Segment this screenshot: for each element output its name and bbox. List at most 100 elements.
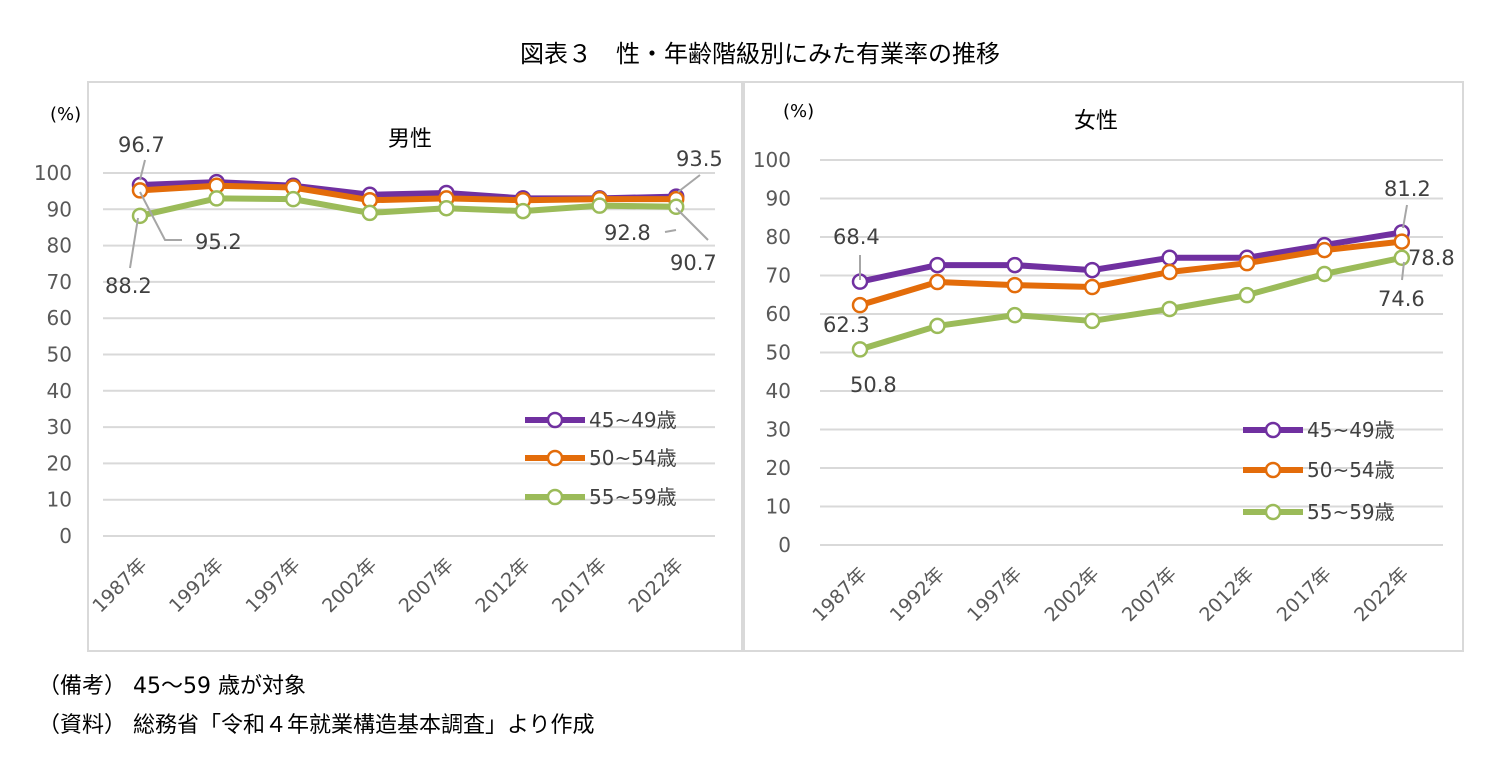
label-leader-line [139, 159, 146, 181]
label-leader-line [129, 217, 139, 269]
legend-marker [1264, 421, 1282, 439]
y-tick-label: 20 [766, 456, 791, 480]
label-leader-line [664, 229, 677, 233]
series-line [859, 238, 1403, 309]
legend-marker [546, 488, 564, 506]
data-point [131, 182, 149, 199]
y-tick-label: 90 [766, 187, 791, 211]
note-remarks: （備考） 45～59 歳が対象 [38, 674, 306, 699]
y-tick-label: 10 [47, 488, 72, 512]
y-tick-label: 70 [47, 270, 72, 294]
data-point [1161, 263, 1178, 281]
y-axis-unit: (%) [50, 104, 81, 125]
data-point [1161, 300, 1178, 318]
data-point [1238, 254, 1256, 272]
y-tick-label: 90 [47, 197, 72, 221]
series-line [859, 229, 1403, 285]
y-tick-label: 40 [47, 379, 72, 403]
series-line [139, 182, 677, 204]
y-tick-label: 10 [766, 495, 791, 519]
legend-marker [546, 449, 564, 467]
chart-title: 女性 [1074, 109, 1118, 134]
legend-marker [546, 411, 564, 429]
data-point [1006, 276, 1024, 294]
label-leader-line [1401, 261, 1405, 281]
x-tick-label: 2002年 [318, 554, 381, 617]
x-tick-label: 1997年 [242, 554, 305, 617]
y-axis-unit: (%) [783, 101, 814, 122]
y-tick-label: 30 [766, 418, 791, 442]
y-tick-label: 60 [47, 306, 72, 330]
x-tick-label: 2007年 [1118, 563, 1181, 626]
data-point [667, 198, 685, 216]
data-label: 88.2 [105, 274, 152, 298]
x-tick-label: 1992年 [165, 554, 228, 617]
y-tick-label: 0 [59, 524, 72, 548]
data-point [514, 202, 532, 220]
data-point [1238, 286, 1256, 304]
data-point [929, 273, 946, 291]
y-tick-label: 30 [47, 415, 72, 439]
y-tick-label: 50 [766, 341, 791, 365]
data-point [284, 190, 302, 208]
x-tick-label: 2017年 [1273, 563, 1336, 626]
chart-title: 男性 [388, 127, 432, 152]
data-point [1316, 241, 1333, 259]
data-point [929, 256, 946, 274]
chart-panel-male [87, 81, 743, 652]
x-tick-label: 2012年 [1195, 563, 1258, 626]
data-point [851, 296, 869, 314]
series-line [139, 195, 677, 219]
note-source: （資料） 総務省「令和４年就業構造基本調査」より作成 [38, 713, 595, 738]
y-tick-label: 40 [766, 379, 791, 403]
y-tick-label: 80 [766, 225, 791, 249]
legend-label: 55~59歳 [1307, 500, 1395, 524]
data-point [851, 341, 869, 358]
data-label: 92.8 [604, 221, 651, 245]
y-tick-label: 70 [766, 264, 791, 288]
data-point [208, 190, 225, 207]
y-tick-label: 100 [753, 148, 791, 172]
data-label: 81.2 [1384, 177, 1431, 201]
data-point [1393, 233, 1411, 250]
y-tick-label: 60 [766, 302, 791, 326]
data-label: 96.7 [118, 133, 165, 157]
data-point [438, 199, 455, 217]
legend-label: 55~59歳 [589, 485, 677, 509]
figure-title: 図表３ 性・年齢階級別にみた有業率の推移 [520, 40, 1000, 68]
data-point [361, 204, 379, 222]
x-tick-label: 2007年 [395, 554, 458, 617]
data-label: 68.4 [833, 225, 880, 249]
legend-marker [1264, 503, 1282, 521]
data-point [1316, 265, 1333, 283]
y-tick-label: 100 [34, 161, 72, 185]
data-point [131, 207, 149, 225]
x-tick-label: 1987年 [808, 563, 871, 626]
x-tick-label: 2022年 [1350, 563, 1413, 626]
data-label: 62.3 [823, 313, 870, 337]
data-label: 95.2 [195, 230, 242, 254]
data-point [929, 317, 946, 335]
data-point [1006, 306, 1024, 324]
legend-label: 50~54歳 [1307, 458, 1395, 482]
y-tick-label: 0 [778, 533, 791, 557]
data-point [1393, 249, 1411, 267]
label-leader-line [677, 174, 701, 193]
chart-panel-female [743, 81, 1464, 652]
data-label: 93.5 [676, 147, 723, 171]
legend-label: 45~49歳 [589, 408, 677, 432]
data-label: 74.6 [1378, 287, 1425, 311]
data-point [591, 197, 608, 214]
data-label: 50.8 [850, 373, 897, 397]
x-tick-label: 2012年 [471, 554, 534, 617]
x-tick-label: 2002年 [1041, 563, 1104, 626]
x-tick-label: 1987年 [88, 554, 151, 617]
y-tick-label: 50 [47, 343, 72, 367]
legend-label: 50~54歳 [589, 446, 677, 470]
y-tick-label: 20 [47, 451, 72, 475]
data-point [1006, 256, 1024, 274]
data-point [1083, 278, 1101, 296]
x-tick-label: 2022年 [625, 554, 688, 617]
data-label: 78.8 [1408, 246, 1455, 270]
data-point [1083, 312, 1101, 330]
